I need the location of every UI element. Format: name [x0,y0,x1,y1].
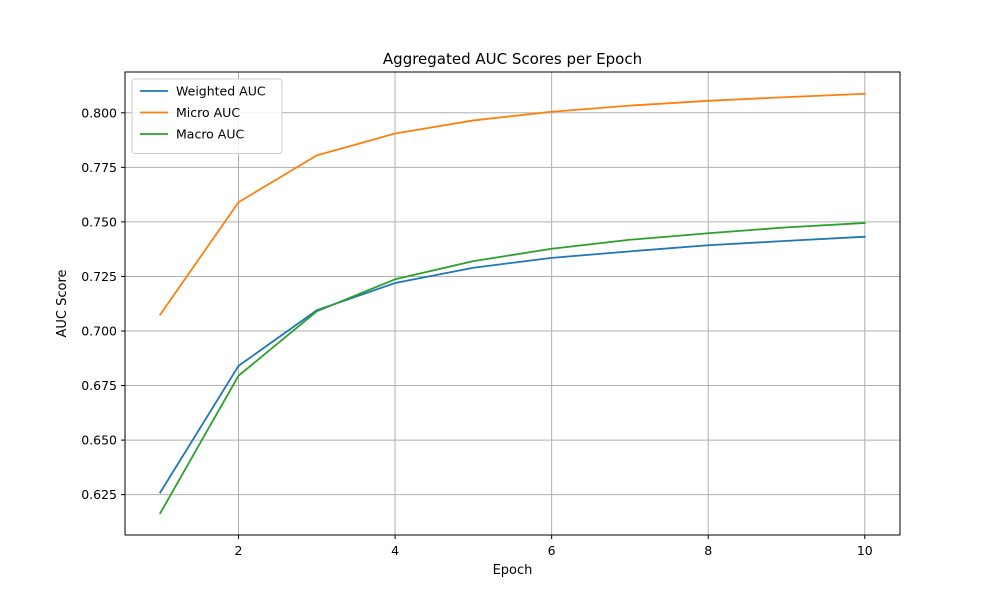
legend: Weighted AUC Micro AUC Macro AUC [131,78,283,154]
y-tick-label: 0.650 [81,433,117,448]
y-tick-label: 0.700 [81,323,117,338]
y-axis-label: AUC Score [55,269,70,337]
series-line-micro-auc [158,92,866,316]
x-tick-label: 10 [857,543,873,558]
chart-title: Aggregated AUC Scores per Epoch [383,50,642,68]
grid-layer [125,72,900,535]
x-axis-label: Epoch [493,563,533,578]
legend-box [131,78,283,154]
legend-label-macro-auc: Macro AUC [176,127,245,142]
x-tick-label: 8 [704,543,712,558]
legend-label-micro-auc: Micro AUC [176,105,240,120]
y-tick-label: 0.775 [81,160,117,175]
series-line-macro-auc [159,222,866,515]
y-tick-label: 0.750 [81,214,117,229]
y-tick-label: 0.725 [81,269,117,284]
series-layer [158,92,866,515]
y-tick-label: 0.625 [81,487,117,502]
x-tick-label: 4 [391,543,399,558]
y-tick-label: 0.800 [81,105,117,120]
y-tick-label: 0.675 [81,378,117,393]
x-tick-label: 6 [548,543,556,558]
plot-frame [124,71,901,536]
ticks-layer: 2 4 6 8 10 0.625 0.650 0.675 0.700 0.725 0.750 0.77… [81,105,873,558]
legend-label-weighted-auc: Weighted AUC [176,84,266,99]
series-line-weighted-auc [158,235,866,494]
x-tick-label: 2 [235,543,243,558]
